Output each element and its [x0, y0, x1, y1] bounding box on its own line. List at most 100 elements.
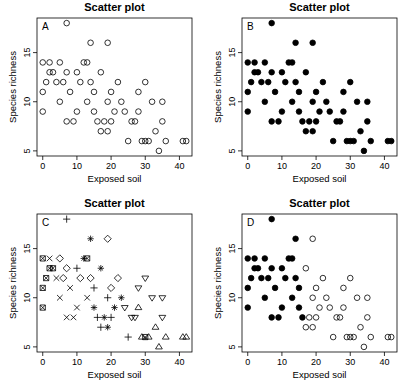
y-tick — [238, 346, 242, 347]
point — [163, 138, 169, 144]
point — [269, 315, 275, 321]
point — [91, 304, 97, 310]
panel-letter: B — [247, 21, 254, 32]
y-tick-label: 5 — [227, 148, 237, 153]
x-axis-label: Exposed soil — [88, 369, 142, 380]
x-tick — [76, 352, 77, 356]
x-tick-label: 10 — [72, 357, 82, 367]
x-tick-label: 40 — [379, 161, 389, 171]
x-tick-label: 0 — [245, 357, 250, 367]
point — [135, 304, 142, 309]
point — [310, 324, 316, 330]
x-tick — [247, 156, 248, 160]
x-tick — [111, 156, 112, 160]
point — [162, 334, 169, 339]
point — [324, 295, 330, 301]
point — [125, 138, 131, 144]
point — [152, 324, 159, 329]
y-axis-label: Species richness — [212, 51, 223, 123]
point — [337, 315, 343, 321]
x-tick — [350, 352, 351, 356]
point — [358, 324, 364, 330]
point — [289, 99, 295, 105]
point — [248, 275, 254, 281]
point — [81, 255, 87, 261]
point — [119, 99, 125, 105]
point — [262, 295, 268, 301]
point — [306, 119, 312, 125]
point — [84, 60, 90, 66]
point — [138, 334, 145, 339]
point — [132, 119, 138, 125]
point — [91, 109, 97, 115]
point — [252, 60, 258, 66]
point — [159, 315, 166, 320]
x-axis-label: Exposed soil — [293, 173, 347, 184]
point — [159, 296, 166, 301]
point — [88, 79, 94, 85]
point — [245, 285, 251, 291]
point — [183, 138, 189, 144]
point — [90, 284, 97, 291]
point — [135, 286, 142, 291]
y-tick — [33, 150, 37, 151]
y-tick-label: 15 — [227, 48, 237, 58]
point — [94, 314, 101, 321]
point — [289, 60, 295, 66]
point — [279, 265, 285, 271]
point — [43, 79, 49, 85]
point — [121, 306, 128, 311]
x-tick — [316, 156, 317, 160]
y-axis-label: Species richness — [7, 51, 18, 123]
point — [313, 315, 319, 321]
point — [255, 265, 261, 271]
y-axis-label: Species richness — [7, 247, 18, 319]
point — [112, 109, 118, 115]
point — [341, 305, 347, 311]
point — [77, 274, 84, 281]
point — [40, 89, 46, 95]
point — [91, 89, 97, 95]
point — [132, 315, 139, 320]
point — [64, 315, 70, 321]
point — [262, 256, 268, 262]
x-tick — [111, 352, 112, 356]
x-tick-label: 30 — [345, 161, 355, 171]
y-tick-label: 15 — [22, 48, 32, 58]
x-tick-label: 10 — [72, 161, 82, 171]
y-tick-label: 5 — [227, 344, 237, 349]
point — [310, 236, 316, 242]
point — [153, 128, 159, 134]
point — [74, 305, 80, 311]
points — [40, 20, 189, 153]
point — [313, 285, 319, 291]
x-tick-label: 40 — [379, 357, 389, 367]
point — [84, 99, 90, 105]
point — [60, 274, 67, 281]
point — [317, 109, 323, 115]
point — [104, 235, 111, 242]
point — [104, 294, 111, 301]
point — [47, 256, 53, 262]
y-tick — [238, 52, 242, 53]
point — [54, 79, 60, 85]
title: Scatter plot — [84, 1, 145, 13]
point — [368, 138, 374, 144]
point — [105, 40, 111, 46]
point — [57, 99, 63, 105]
panel: Scatter plot01020304051015Exposed soilSp… — [212, 1, 397, 184]
point — [276, 315, 282, 321]
figure: Scatter plot01020304051015Exposed soilSp… — [0, 0, 400, 388]
point — [296, 109, 302, 115]
point — [303, 324, 309, 330]
point — [279, 305, 285, 311]
point — [98, 128, 104, 134]
x-tick — [384, 352, 385, 356]
x-tick — [179, 156, 180, 160]
point — [296, 285, 302, 291]
point — [388, 334, 394, 340]
point — [122, 109, 128, 115]
point — [303, 265, 309, 271]
point — [276, 119, 282, 125]
point — [265, 275, 271, 281]
